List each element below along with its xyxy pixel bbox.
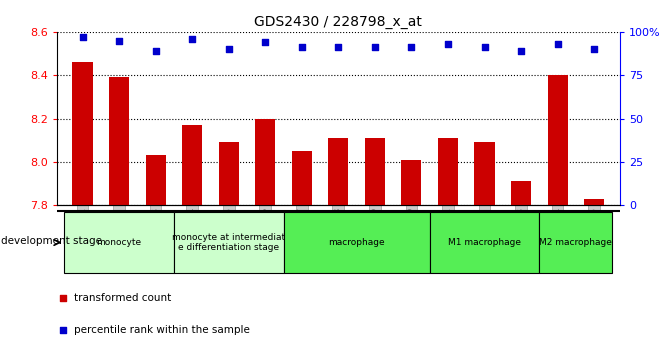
- Bar: [365, 138, 385, 205]
- Bar: [474, 142, 494, 205]
- Text: transformed count: transformed count: [74, 293, 171, 303]
- Bar: [218, 142, 239, 205]
- Bar: [72, 62, 92, 205]
- Point: [57, 296, 68, 301]
- Point: [479, 45, 490, 50]
- Point: [296, 45, 307, 50]
- Bar: [255, 119, 275, 205]
- Point: [187, 36, 198, 42]
- Point: [77, 34, 88, 40]
- Point: [516, 48, 527, 54]
- Point: [57, 327, 68, 333]
- Text: M2 macrophage: M2 macrophage: [539, 238, 612, 247]
- Text: monocyte at intermediat
e differentiation stage: monocyte at intermediat e differentiatio…: [172, 233, 285, 252]
- Bar: [511, 182, 531, 205]
- Bar: [182, 125, 202, 205]
- Bar: [109, 78, 129, 205]
- Text: macrophage: macrophage: [328, 238, 385, 247]
- Point: [114, 38, 125, 44]
- Bar: [438, 138, 458, 205]
- Point: [370, 45, 381, 50]
- Title: GDS2430 / 228798_x_at: GDS2430 / 228798_x_at: [255, 16, 422, 29]
- Point: [333, 45, 344, 50]
- Point: [552, 41, 563, 47]
- Bar: [429, 212, 539, 273]
- Bar: [291, 151, 312, 205]
- Point: [223, 46, 234, 52]
- Point: [443, 41, 454, 47]
- Point: [589, 46, 600, 52]
- Bar: [174, 212, 283, 273]
- Text: M1 macrophage: M1 macrophage: [448, 238, 521, 247]
- Bar: [539, 212, 612, 273]
- Point: [150, 48, 161, 54]
- Bar: [64, 212, 174, 273]
- Bar: [547, 75, 567, 205]
- Bar: [283, 212, 429, 273]
- Text: monocyte: monocyte: [96, 238, 141, 247]
- Bar: [328, 138, 348, 205]
- Bar: [145, 155, 165, 205]
- Point: [406, 45, 417, 50]
- Bar: [401, 160, 421, 205]
- Text: percentile rank within the sample: percentile rank within the sample: [74, 325, 250, 335]
- Bar: [584, 199, 604, 205]
- Point: [260, 39, 271, 45]
- Text: development stage: development stage: [1, 236, 103, 246]
